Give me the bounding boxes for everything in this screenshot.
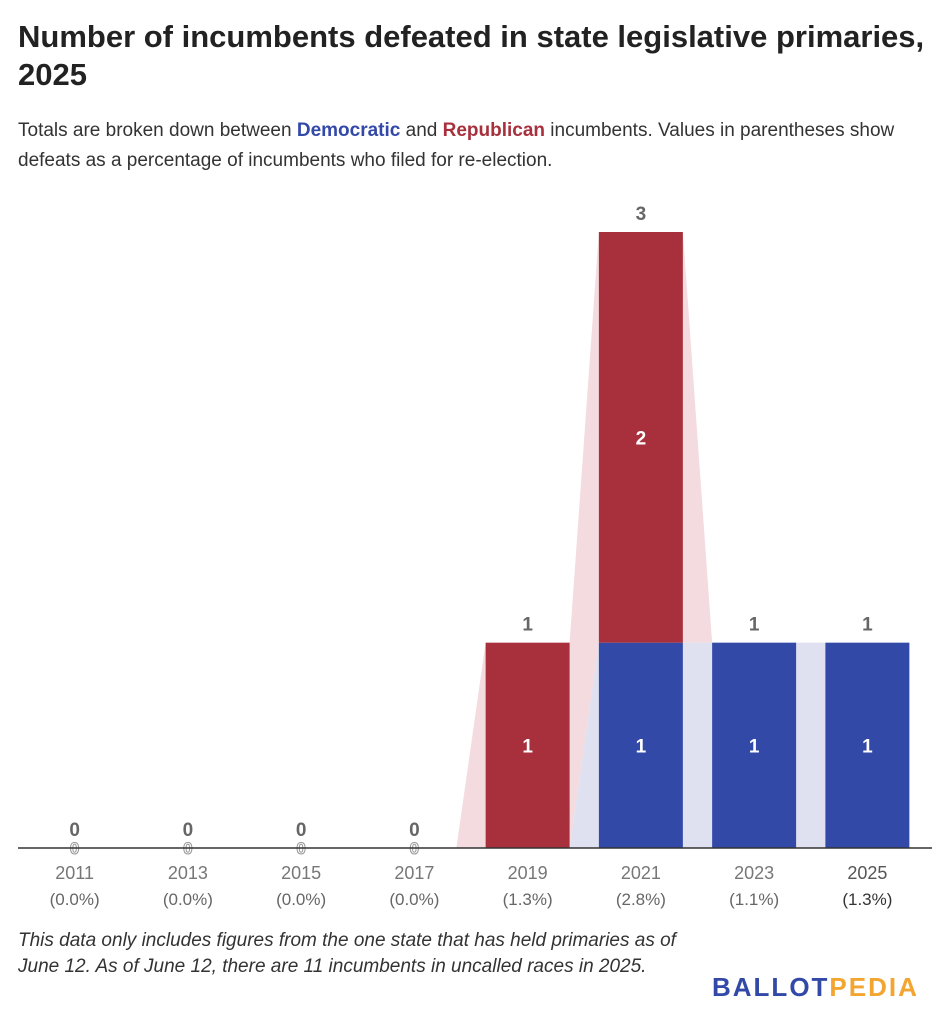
x-tick-label-2015: 2015 [281, 863, 321, 883]
x-tick-label-2023: 2023 [734, 863, 774, 883]
x-tick-label-2017: 2017 [394, 863, 434, 883]
total-label-2025: 1 [862, 615, 873, 636]
x-percent-label-2019: (1.3%) [503, 890, 553, 909]
subtitle-text-2: and [400, 120, 443, 141]
x-percent-label-2015: (0.0%) [276, 890, 326, 909]
subtitle-republican: Republican [442, 120, 546, 141]
total-label-2019: 1 [522, 615, 533, 636]
bar-label-democratic-2025: 1 [862, 736, 873, 757]
x-tick-label-2025: 2025 [847, 863, 887, 883]
republican-connector [456, 642, 486, 848]
x-percent-label-2023: (1.1%) [729, 890, 779, 909]
republican-connector [682, 232, 713, 643]
bar-republican-2019 [485, 642, 570, 848]
bar-label-republican-2021: 2 [636, 428, 647, 449]
total-label-2011: 0 [69, 820, 80, 841]
chart-subtitle: Totals are broken down between Democrati… [18, 116, 928, 176]
x-percent-label-2025: (1.3%) [842, 890, 892, 909]
subtitle-text-3: incumbents. Values in parentheses show d… [18, 120, 895, 171]
total-label-2013: 0 [183, 820, 194, 841]
bar-democratic-2025 [825, 642, 910, 848]
bar-republican-2021 [598, 232, 683, 643]
democratic-connector [796, 642, 826, 848]
x-percent-label-2013: (0.0%) [163, 890, 213, 909]
bar-label-republican-2019: 1 [522, 736, 533, 757]
footnote: This data only includes figures from the… [18, 930, 676, 977]
bar-chart: 000000001112311112011(0.0%)2013(0.0%)201… [18, 204, 932, 909]
total-label-2021: 3 [636, 204, 647, 225]
x-tick-label-2011: 2011 [55, 863, 94, 883]
bar-label-democratic-2023: 1 [749, 736, 760, 757]
democratic-connector [569, 642, 599, 848]
republican-connector [569, 232, 599, 848]
bar-democratic-2021 [598, 642, 683, 848]
x-tick-label-2021: 2021 [621, 863, 661, 883]
subtitle-text-1: Totals are broken down between [18, 120, 297, 141]
x-tick-label-2013: 2013 [168, 863, 208, 883]
democratic-connector [682, 642, 713, 848]
total-label-2017: 0 [409, 820, 420, 841]
total-label-2023: 1 [749, 615, 760, 636]
x-percent-label-2011: (0.0%) [50, 890, 100, 909]
logo-part-ballot: BALLOT [712, 972, 830, 1002]
x-percent-label-2021: (2.8%) [616, 890, 666, 909]
logo-part-pedia: PEDIA [829, 972, 919, 1002]
chart-title: Number of incumbents defeated in state l… [18, 19, 925, 92]
total-label-2015: 0 [296, 820, 307, 841]
x-percent-label-2017: (0.0%) [389, 890, 439, 909]
x-tick-label-2019: 2019 [508, 863, 548, 883]
bar-label-democratic-2021: 1 [636, 736, 647, 757]
ballotpedia-logo: BALLOTPEDIA [712, 972, 919, 1002]
subtitle-democratic: Democratic [296, 120, 401, 141]
bar-democratic-2023 [712, 642, 797, 848]
